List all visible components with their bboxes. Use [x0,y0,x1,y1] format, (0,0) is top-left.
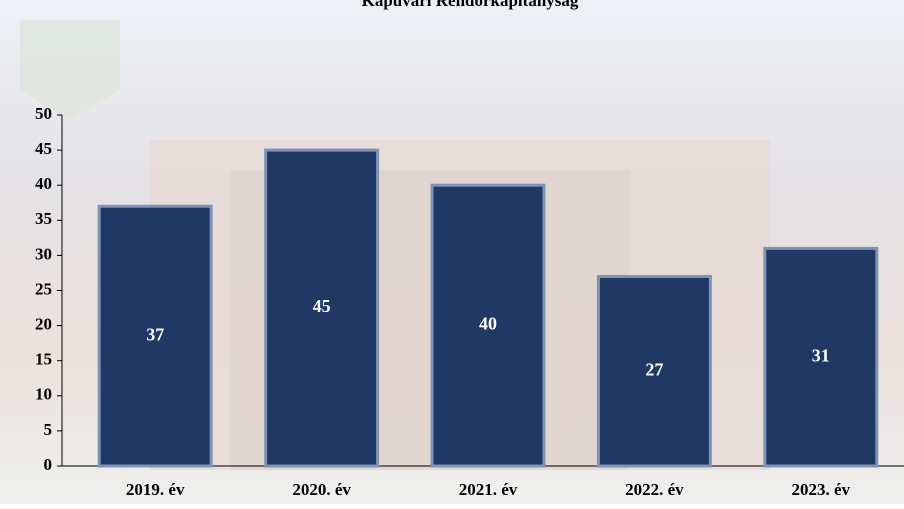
chart-title: Kapuvári Rendőrkapitányság [362,0,579,10]
y-tick-label: 40 [35,174,52,193]
y-tick-label: 20 [35,315,52,334]
data-label: 40 [479,314,497,334]
x-tick-label: 2021. év [459,480,518,499]
y-tick-label: 0 [44,455,53,474]
chart: Kapuvári Rendőrkapitányság 0 5 10 15 20 25 30 3… [0,0,904,504]
y-tick-label: 5 [44,420,53,439]
y-tick-label: 25 [35,279,52,298]
data-label: 45 [313,296,331,316]
data-label: 37 [146,324,164,344]
y-tick-label: 10 [35,385,52,404]
x-tick-label: 2023. év [792,480,851,499]
y-tick-label: 35 [35,209,52,228]
y-tick-label: 45 [35,139,52,158]
data-label: 27 [645,359,663,379]
y-tick-label: 30 [35,244,52,263]
data-label: 31 [812,345,830,365]
x-tick-label: 2022. év [625,480,684,499]
y-tick-label: 15 [35,350,52,369]
x-tick-label: 2020. év [292,480,351,499]
page: {"chart_data": {"type": "bar", "title": … [0,0,904,504]
x-tick-label: 2019. év [126,480,185,499]
y-tick-label: 50 [35,104,52,123]
